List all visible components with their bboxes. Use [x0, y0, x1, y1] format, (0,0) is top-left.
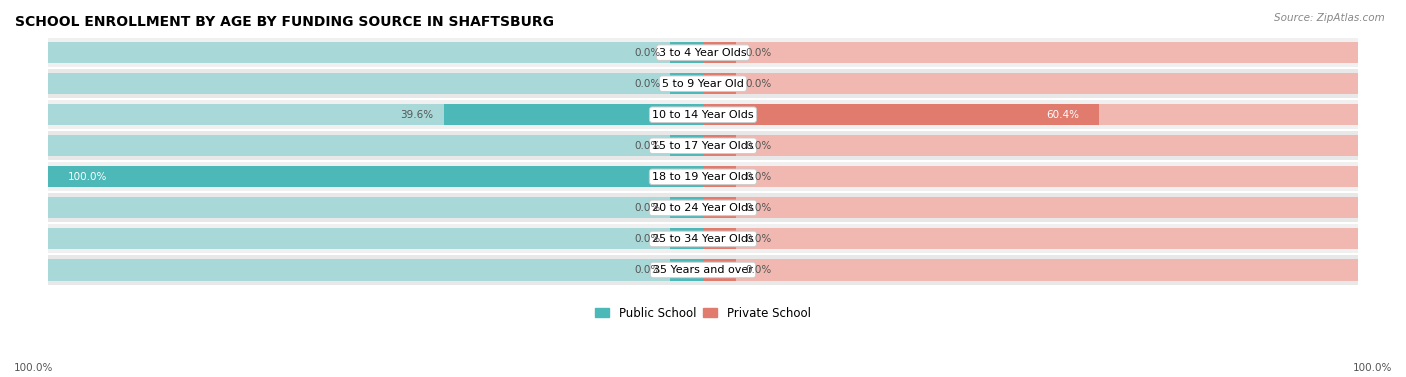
Text: 0.0%: 0.0% — [634, 203, 661, 213]
Text: 15 to 17 Year Olds: 15 to 17 Year Olds — [652, 141, 754, 151]
Bar — [48, 161, 1358, 192]
Text: 100.0%: 100.0% — [14, 363, 53, 373]
Text: 0.0%: 0.0% — [745, 79, 772, 89]
Text: 5 to 9 Year Old: 5 to 9 Year Old — [662, 79, 744, 89]
Bar — [703, 104, 1358, 125]
Text: 25 to 34 Year Olds: 25 to 34 Year Olds — [652, 234, 754, 244]
Text: 20 to 24 Year Olds: 20 to 24 Year Olds — [652, 203, 754, 213]
Bar — [703, 197, 735, 218]
Bar — [703, 42, 735, 63]
Text: SCHOOL ENROLLMENT BY AGE BY FUNDING SOURCE IN SHAFTSBURG: SCHOOL ENROLLMENT BY AGE BY FUNDING SOUR… — [15, 15, 554, 29]
Text: 0.0%: 0.0% — [634, 265, 661, 275]
Text: 0.0%: 0.0% — [745, 234, 772, 244]
Bar — [48, 42, 703, 63]
Bar — [703, 259, 1358, 280]
Bar — [703, 104, 1098, 125]
Bar — [48, 135, 703, 156]
Bar — [671, 259, 703, 280]
Text: 0.0%: 0.0% — [745, 48, 772, 58]
Text: 0.0%: 0.0% — [745, 141, 772, 151]
Bar — [443, 104, 703, 125]
Bar — [48, 130, 1358, 161]
Bar — [48, 104, 703, 125]
Bar — [671, 42, 703, 63]
Bar — [48, 224, 1358, 254]
Bar — [48, 254, 1358, 285]
Text: 60.4%: 60.4% — [1046, 110, 1080, 120]
Bar — [671, 135, 703, 156]
Bar — [703, 42, 1358, 63]
Bar — [48, 68, 1358, 99]
Bar — [671, 197, 703, 218]
Text: 0.0%: 0.0% — [634, 48, 661, 58]
Bar — [48, 197, 703, 218]
Text: 0.0%: 0.0% — [745, 265, 772, 275]
Bar — [703, 73, 735, 94]
Bar — [703, 166, 1358, 187]
Bar — [48, 192, 1358, 224]
Text: Source: ZipAtlas.com: Source: ZipAtlas.com — [1274, 13, 1385, 23]
Text: 0.0%: 0.0% — [745, 203, 772, 213]
Text: 0.0%: 0.0% — [634, 234, 661, 244]
Bar — [48, 37, 1358, 68]
Bar — [703, 228, 735, 250]
Bar — [703, 135, 1358, 156]
Bar — [48, 228, 703, 250]
Bar — [703, 259, 735, 280]
Bar — [48, 259, 703, 280]
Text: 100.0%: 100.0% — [1353, 363, 1392, 373]
Text: 100.0%: 100.0% — [67, 172, 107, 182]
Text: 3 to 4 Year Olds: 3 to 4 Year Olds — [659, 48, 747, 58]
Bar — [48, 73, 703, 94]
Bar — [703, 166, 735, 187]
Bar — [703, 73, 1358, 94]
Text: 18 to 19 Year Olds: 18 to 19 Year Olds — [652, 172, 754, 182]
Text: 10 to 14 Year Olds: 10 to 14 Year Olds — [652, 110, 754, 120]
Bar — [703, 135, 735, 156]
Legend: Public School, Private School: Public School, Private School — [591, 302, 815, 324]
Bar — [48, 166, 703, 187]
Text: 39.6%: 39.6% — [401, 110, 433, 120]
Text: 35 Years and over: 35 Years and over — [652, 265, 754, 275]
Bar — [703, 228, 1358, 250]
Text: 0.0%: 0.0% — [745, 172, 772, 182]
Text: 0.0%: 0.0% — [634, 79, 661, 89]
Bar — [703, 197, 1358, 218]
Text: 0.0%: 0.0% — [634, 141, 661, 151]
Bar — [48, 99, 1358, 130]
Bar — [48, 166, 703, 187]
Bar — [671, 73, 703, 94]
Bar — [671, 228, 703, 250]
